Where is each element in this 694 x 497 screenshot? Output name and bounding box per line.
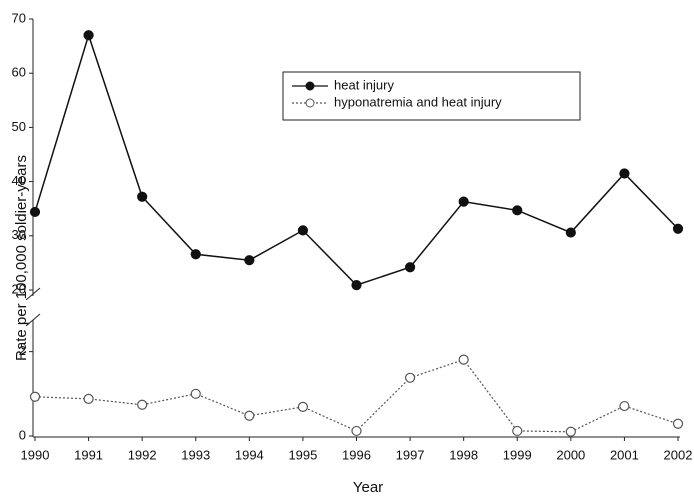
series-line [34,358,679,433]
data-point [190,388,201,399]
data-point [351,280,362,291]
data-point [404,372,416,383]
x-tick-label: 1991 [74,447,103,462]
data-point [351,425,362,437]
x-tick-label: 1999 [503,447,532,462]
data-point [83,393,94,404]
data-point [29,206,41,218]
axis-break [25,287,41,301]
data-point [297,225,309,236]
data-point [404,262,416,273]
data-point [512,425,523,437]
data-point [619,400,630,412]
data-point [672,223,684,234]
x-tick-label: 2001 [610,447,639,462]
x-tick-label: 1995 [288,447,317,462]
data-point [458,196,469,207]
x-tick-label: 1990 [21,447,50,462]
legend-marker [305,81,315,91]
data-point [29,391,41,402]
data-point [565,426,576,437]
x-tick-label: 1994 [235,447,264,462]
x-tick-label: 1993 [181,447,210,462]
legend-label: hyponatremia and heat injury [334,94,502,109]
x-tick-label: 1992 [128,447,157,462]
data-point [137,191,148,202]
data-point [190,249,201,260]
y-axis-label: Rate per 100,000 soldier-years [13,155,30,361]
data-point [244,410,255,421]
data-point [512,205,523,216]
data-point [672,418,684,429]
data-point [565,227,576,238]
data-point [458,354,469,365]
x-tick-label: 1998 [449,447,478,462]
legend-marker [305,98,315,108]
y-tick-label: 20 [12,281,26,296]
y-tick-label: 50 [12,119,26,134]
data-point [137,399,148,410]
y-tick-label: 40 [12,173,26,188]
data-point [297,401,309,412]
y-tick-label: 60 [12,65,26,80]
x-tick-label: 1997 [396,447,425,462]
legend-label: heat injury [334,77,394,92]
y2-tick-label: 2 [19,343,26,358]
legend-box [282,71,581,121]
data-point [244,255,255,266]
y-tick-label: 70 [12,10,26,25]
x-tick-label: 2000 [556,447,585,462]
x-axis-label: Year [353,479,383,496]
axis-break [25,313,41,327]
y2-tick-label: 0 [19,427,26,442]
data-point [83,30,94,41]
y-tick-label: 30 [12,227,26,242]
x-tick-label: 2002 [664,447,693,462]
data-point [619,168,630,179]
x-tick-label: 1996 [342,447,371,462]
